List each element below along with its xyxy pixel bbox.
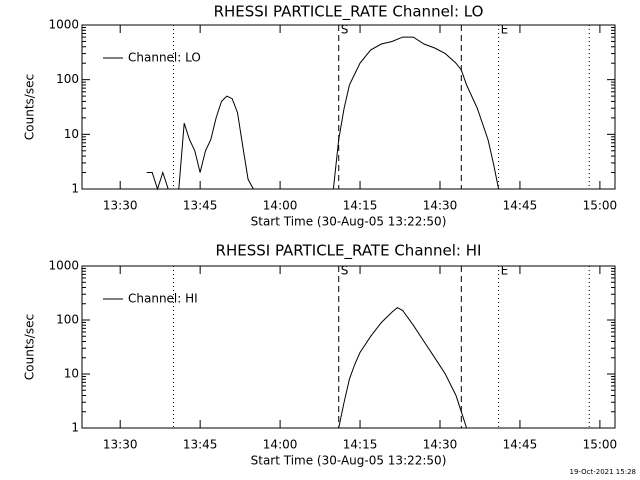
y-tick-label: 1000 xyxy=(48,18,79,32)
x-axis-label: Start Time (30-Aug-05 13:22:50) xyxy=(251,454,447,468)
y-tick-label: 100 xyxy=(56,72,79,86)
x-tick-label: 15:00 xyxy=(583,199,618,213)
y-tick-label: 1000 xyxy=(48,259,79,273)
data-line xyxy=(332,36,500,190)
x-tick-label: 14:15 xyxy=(343,438,378,452)
y-tick-label: 10 xyxy=(64,367,79,381)
x-tick-label: 14:00 xyxy=(263,199,298,213)
x-tick-label: 13:30 xyxy=(103,199,138,213)
y-tick-label: 1 xyxy=(71,182,79,196)
x-axis-label: Start Time (30-Aug-05 13:22:50) xyxy=(251,215,447,229)
chart-title: RHESSI PARTICLE_RATE Channel: LO xyxy=(214,3,484,22)
plot-frame xyxy=(81,265,616,429)
data-line xyxy=(178,95,254,190)
x-tick-label: 13:30 xyxy=(103,438,138,452)
footer: 19-Oct-2021 15:28 xyxy=(570,468,636,476)
marker-label: S xyxy=(341,23,349,37)
marker-label: E xyxy=(501,264,509,278)
x-tick-label: 14:30 xyxy=(423,199,458,213)
x-tick-label: 15:00 xyxy=(583,438,618,452)
data-line xyxy=(146,170,169,191)
chart-title: RHESSI PARTICLE_RATE Channel: HI xyxy=(216,242,482,261)
x-tick-label: 14:00 xyxy=(263,438,298,452)
x-tick-label: 13:45 xyxy=(183,438,218,452)
data-line xyxy=(338,306,468,429)
x-tick-label: 14:15 xyxy=(343,199,378,213)
x-tick-label: 14:45 xyxy=(503,199,538,213)
y-axis-label: Counts/sec xyxy=(23,314,37,380)
legend-label: Channel: LO xyxy=(128,51,201,65)
y-tick-label: 1 xyxy=(71,421,79,435)
y-tick-label: 100 xyxy=(56,313,79,327)
marker-label: E xyxy=(501,23,509,37)
y-tick-label: 10 xyxy=(64,127,79,141)
plot-frame xyxy=(81,24,616,190)
x-tick-label: 13:45 xyxy=(183,199,218,213)
x-tick-label: 14:45 xyxy=(503,438,538,452)
x-tick-label: 14:30 xyxy=(423,438,458,452)
y-axis-label: Counts/sec xyxy=(23,74,37,140)
legend-label: Channel: HI xyxy=(128,292,198,306)
marker-label: S xyxy=(341,264,349,278)
